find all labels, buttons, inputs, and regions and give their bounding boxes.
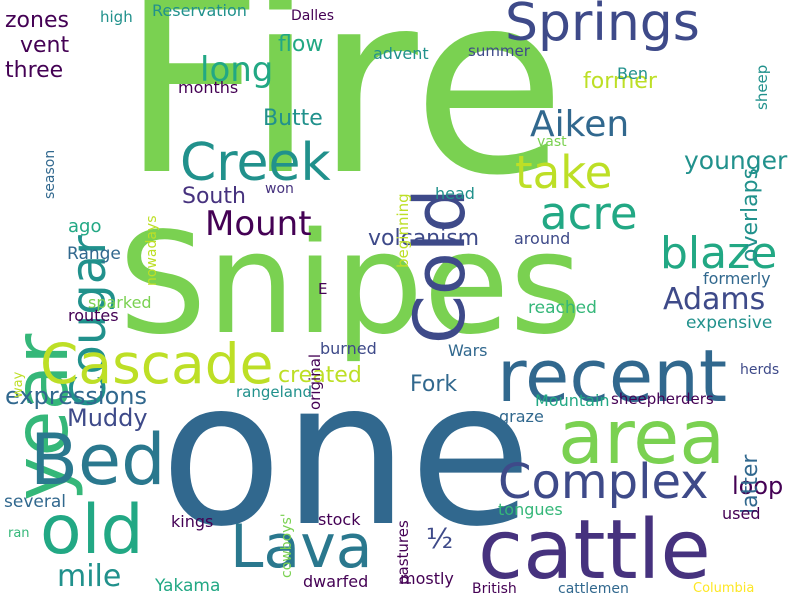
word-muddy: Muddy [67,404,148,432]
word-stock: stock [318,510,361,529]
word-fork: Fork [410,372,458,397]
word-dalles: Dalles [291,8,335,24]
word-way: way [11,371,26,398]
word-created: created [278,363,362,388]
word-cattle: cattle [478,503,711,598]
word-lava: Lava [230,512,373,582]
word-months: months [178,78,239,97]
word-creek: Creek [180,133,331,193]
word-cascade: Cascade [40,332,274,396]
word-one: one [160,338,533,571]
word-bed: Bed [30,419,166,501]
word-range: Range [67,244,121,264]
word-beginning: beginning [394,193,412,268]
word-british: British [472,581,517,597]
word-wars: Wars [448,341,488,360]
word-graze: graze [499,407,544,426]
word-overlaps: overlaps [738,167,763,262]
word-old: old [40,491,144,570]
word-half: ½ [426,522,454,555]
word-take: take [515,146,613,199]
word-herds: herds [740,362,780,378]
word-snipes: Snipes [118,203,583,366]
word-tongues: tongues [498,500,563,519]
word-original: original [306,353,324,410]
word-cowboys: cowboys' [279,513,295,578]
word-fire: Fire [120,0,567,230]
word-high: high [100,8,133,26]
word-expressions: expressions [5,382,147,410]
word-cattlemen: cattlemen [558,581,629,597]
word-used: used [722,504,761,523]
word-nowadays: nowadays [144,215,160,286]
word-dwarfed: dwarfed [303,572,369,591]
word-reached: reached [528,298,597,318]
word-around: around [514,229,571,248]
word-rangeland: rangeland [236,383,313,401]
word-volcanism: volcanism [368,226,480,251]
word-reservation: Reservation [152,1,247,20]
word-routes: routes [68,306,119,325]
word-formerly: formerly [703,269,771,288]
word-vent: vent [20,33,70,58]
word-ran: ran [8,526,30,541]
word-acre: acre [540,187,638,240]
word-vast: vast [537,134,567,150]
word-area: area [558,393,726,481]
word-ago: ago [68,216,102,237]
word-sheepherders: sheepherders [611,390,714,408]
word-mount: Mount [205,204,312,244]
word-mile: mile [57,559,122,594]
word-zones: zones [5,8,69,33]
word-three: three [5,58,64,83]
word-e: E [318,280,328,298]
word-aiken: Aiken [530,104,630,145]
word-blaze: blaze [660,228,778,279]
word-loop: loop [732,472,784,500]
word-cold: Cold [399,188,481,344]
word-adams: Adams [663,282,766,317]
word-burned: burned [320,339,377,358]
word-ben: Ben [617,64,648,83]
word-season: season [42,149,58,199]
word-butte: Butte [263,106,323,131]
word-springs: Springs [505,0,700,53]
word-long: long [200,50,274,90]
word-south: South [182,184,246,209]
word-several: several [4,492,66,512]
word-sparked: sparked [88,293,152,312]
word-former: former [583,69,657,94]
word-expensive: expensive [686,313,773,333]
word-younger: younger [684,146,788,175]
word-columbia: Columbia [693,581,755,596]
word-head: head [435,184,475,203]
word-yakama: Yakama [155,576,221,596]
word-won: won [265,181,294,197]
word-complex: Complex [498,454,709,510]
word-recent: recent [497,334,728,418]
word-mostly: mostly [400,569,454,588]
word-flow: flow [278,32,324,57]
word-mountain: Mountain [535,391,610,410]
word-kings: kings [171,512,214,531]
word-sheep: sheep [753,64,771,110]
word-summer: summer [468,42,530,60]
word-advent: advent [373,44,429,63]
